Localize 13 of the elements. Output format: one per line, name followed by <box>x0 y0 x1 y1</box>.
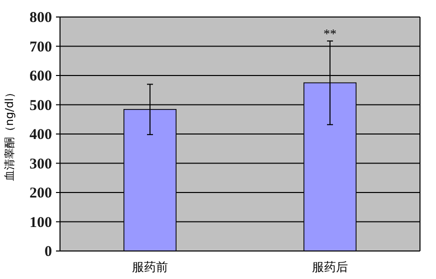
x-tick-label: 服药后 <box>312 260 348 274</box>
y-tick-label: 800 <box>30 10 52 26</box>
y-tick-label: 0 <box>44 244 52 260</box>
y-tick-label: 500 <box>30 98 52 114</box>
y-axis-title: 血清睾酮（ng/dl） <box>3 87 16 181</box>
x-tick-label: 服药前 <box>132 260 168 274</box>
y-tick-label: 700 <box>30 39 52 56</box>
y-tick-label: 100 <box>30 214 52 231</box>
annotation: ** <box>324 26 336 41</box>
y-tick-label: 600 <box>30 68 52 84</box>
y-tick-label: 300 <box>30 156 52 172</box>
y-tick-label: 200 <box>30 186 52 202</box>
y-tick-label: 400 <box>30 127 52 143</box>
